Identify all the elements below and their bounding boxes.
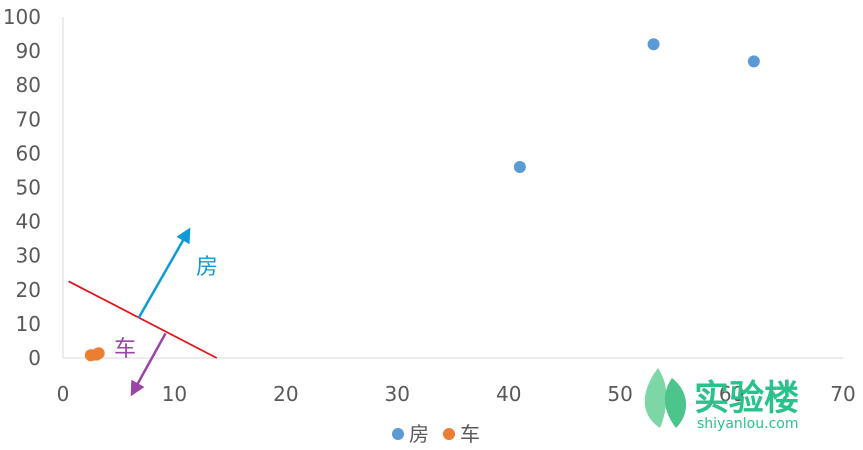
arrow-car-label: 车 — [114, 337, 136, 362]
x-tick-label: 70 — [830, 382, 855, 406]
data-point-house — [647, 38, 660, 51]
y-tick-label: 100 — [3, 5, 41, 29]
y-tick-label: 20 — [16, 278, 41, 302]
y-tick-label: 40 — [16, 210, 41, 234]
leaf-logo-icon — [644, 368, 687, 428]
shiyanlou-watermark: 实验楼 shiyanlou.com — [644, 368, 799, 432]
x-tick-label: 20 — [273, 382, 298, 406]
arrow-house — [137, 227, 191, 319]
watermark-domain: shiyanlou.com — [697, 416, 798, 432]
x-tick-label: 60 — [719, 382, 744, 406]
x-tick-label: 50 — [607, 382, 632, 406]
legend-marker-house — [392, 428, 404, 440]
x-tick-label: 30 — [385, 382, 410, 406]
data-points — [84, 38, 760, 362]
x-tick-label: 10 — [162, 382, 187, 406]
decision-boundary-line — [68, 280, 218, 359]
watermark-brand: 实验楼 — [694, 379, 799, 419]
y-tick-label: 0 — [28, 346, 41, 370]
y-tick-label: 10 — [16, 312, 41, 336]
legend-marker-car — [443, 428, 455, 440]
tick-labels: 0 10 20 30 40 50 60 70 80 90 100 0 10 20 30 40 50 60 70 — [3, 5, 856, 406]
y-tick-label: 60 — [16, 141, 41, 165]
legend-label-car: 车 — [460, 422, 480, 446]
y-tick-label: 70 — [16, 107, 41, 131]
chart-legend: 房 车 — [392, 422, 480, 446]
data-point-car — [92, 347, 105, 360]
arrow-car — [130, 332, 167, 397]
legend-label-house: 房 — [409, 422, 429, 446]
annotations-layer: 房车 — [68, 227, 218, 397]
data-point-house — [747, 55, 760, 68]
x-tick-label: 0 — [57, 382, 70, 406]
y-tick-label: 80 — [16, 73, 41, 97]
data-point-house — [513, 161, 526, 174]
y-tick-label: 90 — [16, 39, 41, 63]
y-tick-label: 30 — [16, 244, 41, 268]
axes-layer — [62, 17, 843, 359]
x-tick-label: 40 — [496, 382, 521, 406]
y-tick-label: 50 — [16, 176, 41, 200]
arrow-house-label: 房 — [196, 255, 218, 280]
